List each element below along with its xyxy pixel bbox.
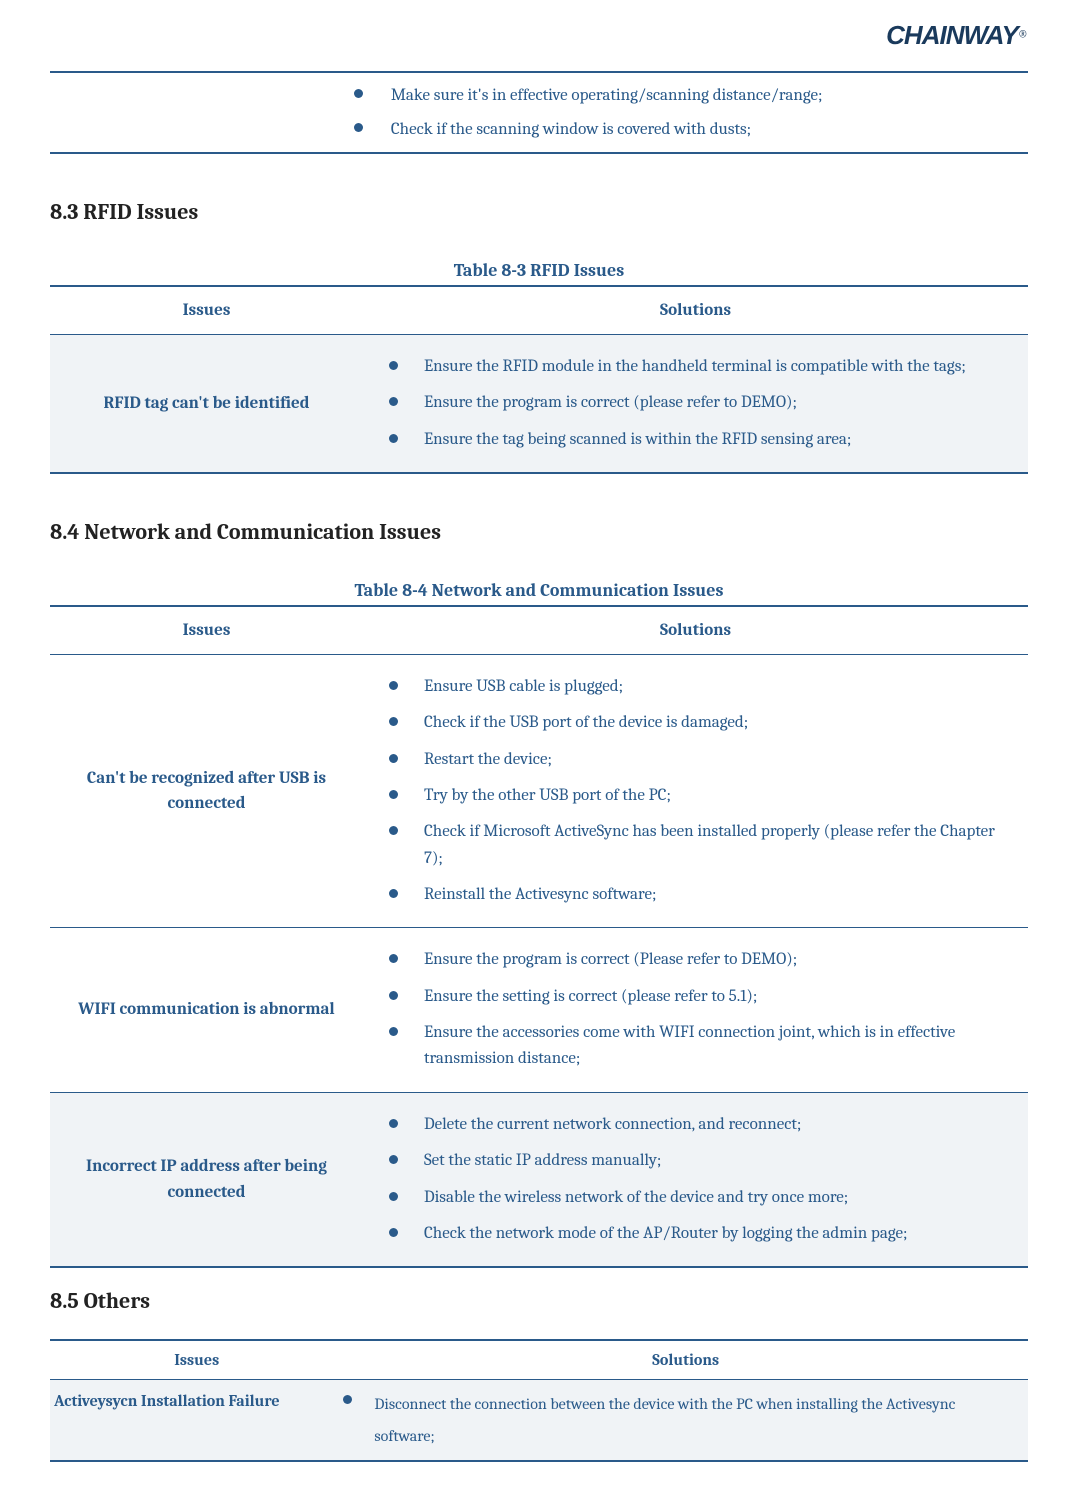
bullet-icon — [389, 397, 398, 406]
column-header-issues: Issues — [50, 607, 363, 654]
top-continuation-table: Make sure it's in effective operating/sc… — [50, 73, 1028, 152]
bullet-icon — [389, 717, 398, 726]
solution-item: Ensure the setting is correct (please re… — [373, 979, 1018, 1015]
bullet-icon — [389, 1155, 398, 1164]
solution-item: Ensure the program is correct (please re… — [373, 385, 1018, 421]
section-heading-8-3: 8.3 RFID Issues — [50, 199, 1028, 225]
divider — [50, 152, 1028, 154]
solution-text: Check if the scanning window is covered … — [391, 117, 751, 143]
solution-item: Try by the other USB port of the PC; — [373, 778, 1018, 814]
issue-label: Incorrect IP address after being connect… — [50, 1093, 363, 1266]
network-issues-table: Issues Solutions Can't be recognized aft… — [50, 607, 1028, 1266]
solution-text: Disconnect the connection between the de… — [374, 1388, 1028, 1452]
solution-text: Try by the other USB port of the PC; — [424, 783, 681, 809]
table-row: Can't be recognized after USB is connect… — [50, 655, 1028, 927]
bullet-icon — [389, 1119, 398, 1128]
solution-item: Reinstall the Activesync software; — [373, 877, 1018, 913]
table-row: RFID tag can't be identified Ensure the … — [50, 335, 1028, 472]
solution-text: Check if the USB port of the device is d… — [424, 710, 758, 736]
bullet-icon — [343, 1395, 352, 1404]
solution-item: Check if the scanning window is covered … — [324, 113, 1028, 147]
solution-item: Ensure the tag being scanned is within t… — [373, 422, 1018, 458]
solution-item: Disable the wireless network of the devi… — [373, 1180, 1018, 1216]
table-row: Activeysycn Installation Failure Disconn… — [50, 1380, 1028, 1462]
table-caption-8-3: Table 8-3 RFID Issues — [50, 260, 1028, 281]
divider — [50, 472, 1028, 474]
table-row: Incorrect IP address after being connect… — [50, 1093, 1028, 1266]
solution-text: Reinstall the Activesync software; — [424, 882, 667, 908]
solution-item: Check if the USB port of the device is d… — [373, 705, 1018, 741]
solution-text: Ensure the program is correct (please re… — [424, 390, 807, 416]
divider — [50, 1266, 1028, 1268]
solution-text: Ensure the tag being scanned is within t… — [424, 427, 861, 453]
issue-text: Can't be recognized after USB is connect… — [87, 769, 326, 814]
issue-text: Incorrect IP address after being connect… — [86, 1157, 327, 1202]
solution-text: Check the network mode of the AP/Router … — [424, 1221, 918, 1247]
bullet-icon — [389, 1027, 398, 1036]
issue-text: WIFI communication is abnormal — [78, 1000, 334, 1019]
solution-item: Set the static IP address manually; — [373, 1143, 1018, 1179]
table-row: WIFI communication is abnormal Ensure th… — [50, 928, 1028, 1091]
solution-text: Check if Microsoft ActiveSync has been i… — [424, 819, 1018, 872]
column-header-issues: Issues — [50, 1341, 343, 1379]
column-header-solutions: Solutions — [363, 287, 1028, 334]
solution-text: Ensure USB cable is plugged; — [424, 674, 633, 700]
bullet-icon — [389, 1228, 398, 1237]
issue-label: Can't be recognized after USB is connect… — [50, 655, 363, 927]
bullet-icon — [389, 361, 398, 370]
solution-item: Ensure the RFID module in the handheld t… — [373, 349, 1018, 385]
section-heading-8-5: 8.5 Others — [50, 1288, 1028, 1314]
solution-text: Disable the wireless network of the devi… — [424, 1185, 858, 1211]
issue-text: RFID tag can't be identified — [103, 394, 309, 413]
bullet-icon — [389, 681, 398, 690]
solution-text: Ensure the setting is correct (please re… — [424, 984, 767, 1010]
column-header-solutions: Solutions — [343, 1341, 1028, 1379]
bullet-icon — [389, 889, 398, 898]
solution-item: Ensure the program is correct (Please re… — [373, 942, 1018, 978]
bullet-icon — [389, 954, 398, 963]
solution-text: Ensure the program is correct (Please re… — [424, 947, 807, 973]
bullet-icon — [389, 434, 398, 443]
solution-item: Ensure the accessories come with WIFI co… — [373, 1015, 1018, 1078]
section-heading-8-4: 8.4 Network and Communication Issues — [50, 519, 1028, 545]
solution-text: Set the static IP address manually; — [424, 1148, 671, 1174]
others-table: Issues Solutions Activeysycn Installatio… — [50, 1339, 1028, 1462]
column-header-solutions: Solutions — [363, 607, 1028, 654]
bullet-icon — [354, 89, 363, 98]
solution-item: Check the network mode of the AP/Router … — [373, 1216, 1018, 1252]
solution-item: Make sure it's in effective operating/sc… — [324, 79, 1028, 113]
brand-logo: CHAINWAY® — [50, 20, 1028, 51]
brand-name: CHAINWAY — [886, 20, 1018, 50]
solution-text: Restart the device; — [424, 747, 562, 773]
solution-item: Ensure USB cable is plugged; — [373, 669, 1018, 705]
solution-text: Make sure it's in effective operating/sc… — [391, 83, 823, 109]
bullet-icon — [389, 790, 398, 799]
issue-label: Activeysycn Installation Failure — [50, 1388, 343, 1410]
brand-registered: ® — [1018, 27, 1028, 41]
bullet-icon — [354, 123, 363, 132]
bullet-icon — [389, 1192, 398, 1201]
solution-item: Restart the device; — [373, 742, 1018, 778]
bullet-icon — [389, 826, 398, 835]
solution-text: Ensure the RFID module in the handheld t… — [424, 354, 976, 380]
bullet-icon — [389, 754, 398, 763]
solution-text: Ensure the accessories come with WIFI co… — [424, 1020, 1018, 1073]
bullet-icon — [389, 991, 398, 1000]
solution-item: Check if Microsoft ActiveSync has been i… — [373, 814, 1018, 877]
issue-label: WIFI communication is abnormal — [50, 928, 363, 1091]
column-header-issues: Issues — [50, 287, 363, 334]
issue-label: RFID tag can't be identified — [50, 335, 363, 472]
table-caption-8-4: Table 8-4 Network and Communication Issu… — [50, 580, 1028, 601]
solution-item: Delete the current network connection, a… — [373, 1107, 1018, 1143]
rfid-issues-table: Issues Solutions RFID tag can't be ident… — [50, 287, 1028, 472]
solution-text: Delete the current network connection, a… — [424, 1112, 811, 1138]
